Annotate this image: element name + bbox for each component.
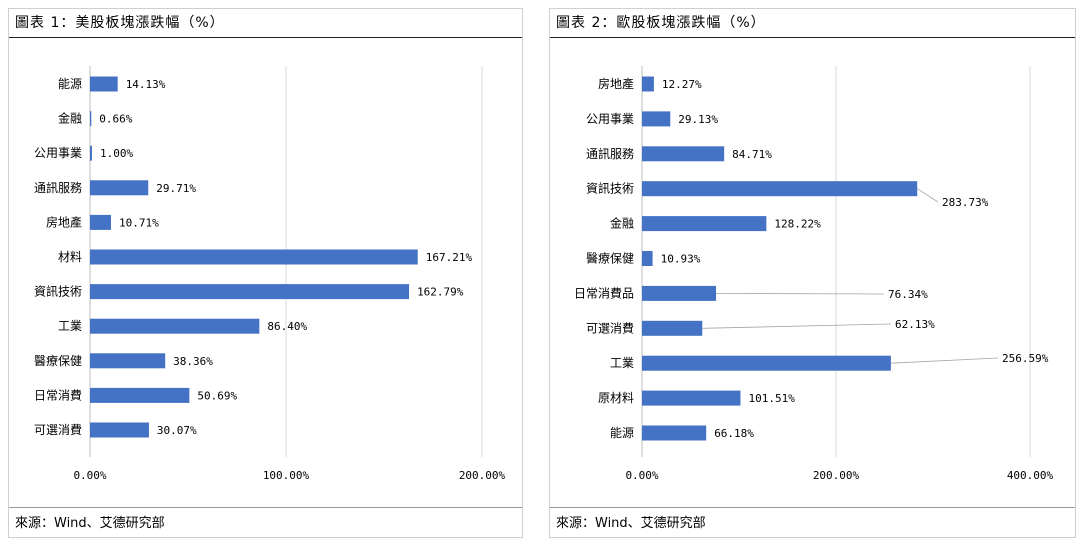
source-divider — [550, 507, 1075, 508]
bar — [642, 285, 717, 301]
category-label: 能源 — [610, 426, 634, 440]
bar — [642, 181, 918, 197]
category-label: 醫療保健 — [586, 252, 634, 266]
bar — [90, 318, 260, 334]
data-label: 38.36% — [173, 355, 213, 368]
bar — [90, 111, 92, 127]
category-label: 金融 — [58, 111, 82, 126]
data-label: 283.73% — [942, 196, 989, 209]
data-label: 10.93% — [661, 253, 701, 266]
category-label: 公用事業 — [586, 112, 634, 126]
data-label: 66.18% — [714, 427, 754, 440]
category-label: 公用事業 — [34, 146, 82, 160]
bar — [642, 111, 671, 127]
bar — [90, 214, 111, 230]
x-tick-label: 0.00% — [73, 469, 106, 482]
eu-sector-bar-chart: 0.00% 200.00% 400.00% 房地產 12.27% 公用事業 29.13% 通訊… — [574, 66, 1054, 482]
us-sector-bar-chart: 0.00% 100.00% 200.00% 能源 14.13% 金融 0.66% 公用事業 1.… — [34, 66, 506, 482]
bar — [90, 422, 149, 438]
data-label: 162.79% — [417, 286, 464, 299]
x-tick-label: 400.00% — [1007, 469, 1054, 482]
bar — [90, 76, 118, 92]
bar — [90, 284, 410, 300]
data-label: 1.00% — [100, 147, 133, 160]
category-label: 日常消費品 — [574, 285, 634, 300]
data-label: 128.22% — [774, 218, 821, 231]
title-divider — [9, 37, 522, 38]
bar — [90, 145, 92, 161]
category-label: 日常消費 — [34, 387, 82, 402]
category-label: 可選消費 — [586, 320, 634, 335]
x-tick-label: 100.00% — [263, 469, 310, 482]
data-label: 14.13% — [126, 78, 166, 91]
category-label: 金融 — [610, 216, 634, 231]
data-label: 62.13% — [895, 318, 935, 331]
category-label: 醫療保健 — [34, 354, 82, 368]
chart-title: 圖表 2：歐股板塊漲跌幅（%） — [556, 15, 766, 31]
data-label: 29.13% — [678, 113, 718, 126]
data-label: 256.59% — [1002, 352, 1049, 365]
bar — [642, 320, 703, 336]
chart-panel-eu: 圖表 2：歐股板塊漲跌幅（%） 0.00% 200.00% 400.00% 房地產 12… — [549, 8, 1076, 538]
bar — [90, 180, 149, 196]
chart-title: 圖表 1：美股板塊漲跌幅（%） — [15, 15, 225, 31]
data-label: 30.07% — [157, 424, 197, 437]
data-label: 101.51% — [748, 392, 795, 405]
category-label: 可選消費 — [34, 422, 82, 437]
bar — [642, 216, 767, 232]
source-note: 來源：Wind、艾德研究部 — [15, 516, 165, 531]
x-tick-label: 200.00% — [813, 469, 860, 482]
data-label: 29.71% — [156, 182, 196, 195]
data-label: 10.71% — [119, 216, 159, 229]
x-tick-label: 0.00% — [625, 469, 658, 482]
data-label: 167.21% — [426, 251, 473, 264]
source-note: 來源：Wind、艾德研究部 — [556, 516, 706, 531]
leader-line — [890, 357, 999, 364]
category-label: 工業 — [610, 356, 634, 370]
data-label: 76.34% — [888, 288, 928, 301]
chart-panel-us: 圖表 1：美股板塊漲跌幅（%） 0.00% 100.00% 200.00% 能源 14.… — [8, 8, 523, 538]
bar — [642, 355, 891, 371]
leader-line — [716, 292, 885, 295]
bar — [90, 353, 166, 369]
category-label: 能源 — [58, 77, 82, 91]
category-label: 資訊技術 — [586, 181, 634, 196]
data-label: 84.71% — [732, 148, 772, 161]
leader-line — [702, 323, 892, 329]
category-label: 房地產 — [598, 76, 634, 91]
category-label: 資訊技術 — [34, 284, 82, 299]
category-label: 房地產 — [46, 214, 82, 229]
category-label: 材料 — [58, 250, 82, 264]
leader-line — [917, 188, 939, 203]
bar — [642, 425, 707, 441]
bar — [642, 146, 725, 162]
data-label: 0.66% — [99, 113, 132, 126]
title-divider — [550, 37, 1075, 38]
category-label: 通訊服務 — [34, 180, 82, 195]
category-label: 通訊服務 — [586, 146, 634, 161]
data-label: 12.27% — [662, 78, 702, 91]
x-tick-label: 200.00% — [459, 469, 506, 482]
category-label: 工業 — [58, 319, 82, 333]
bar — [642, 76, 654, 92]
category-label: 原材料 — [598, 391, 634, 405]
bar — [90, 387, 190, 403]
bar — [642, 390, 741, 406]
bar — [642, 251, 653, 266]
data-label: 50.69% — [197, 389, 237, 402]
bar — [90, 249, 418, 265]
data-label: 86.40% — [267, 320, 307, 333]
source-divider — [9, 507, 522, 508]
